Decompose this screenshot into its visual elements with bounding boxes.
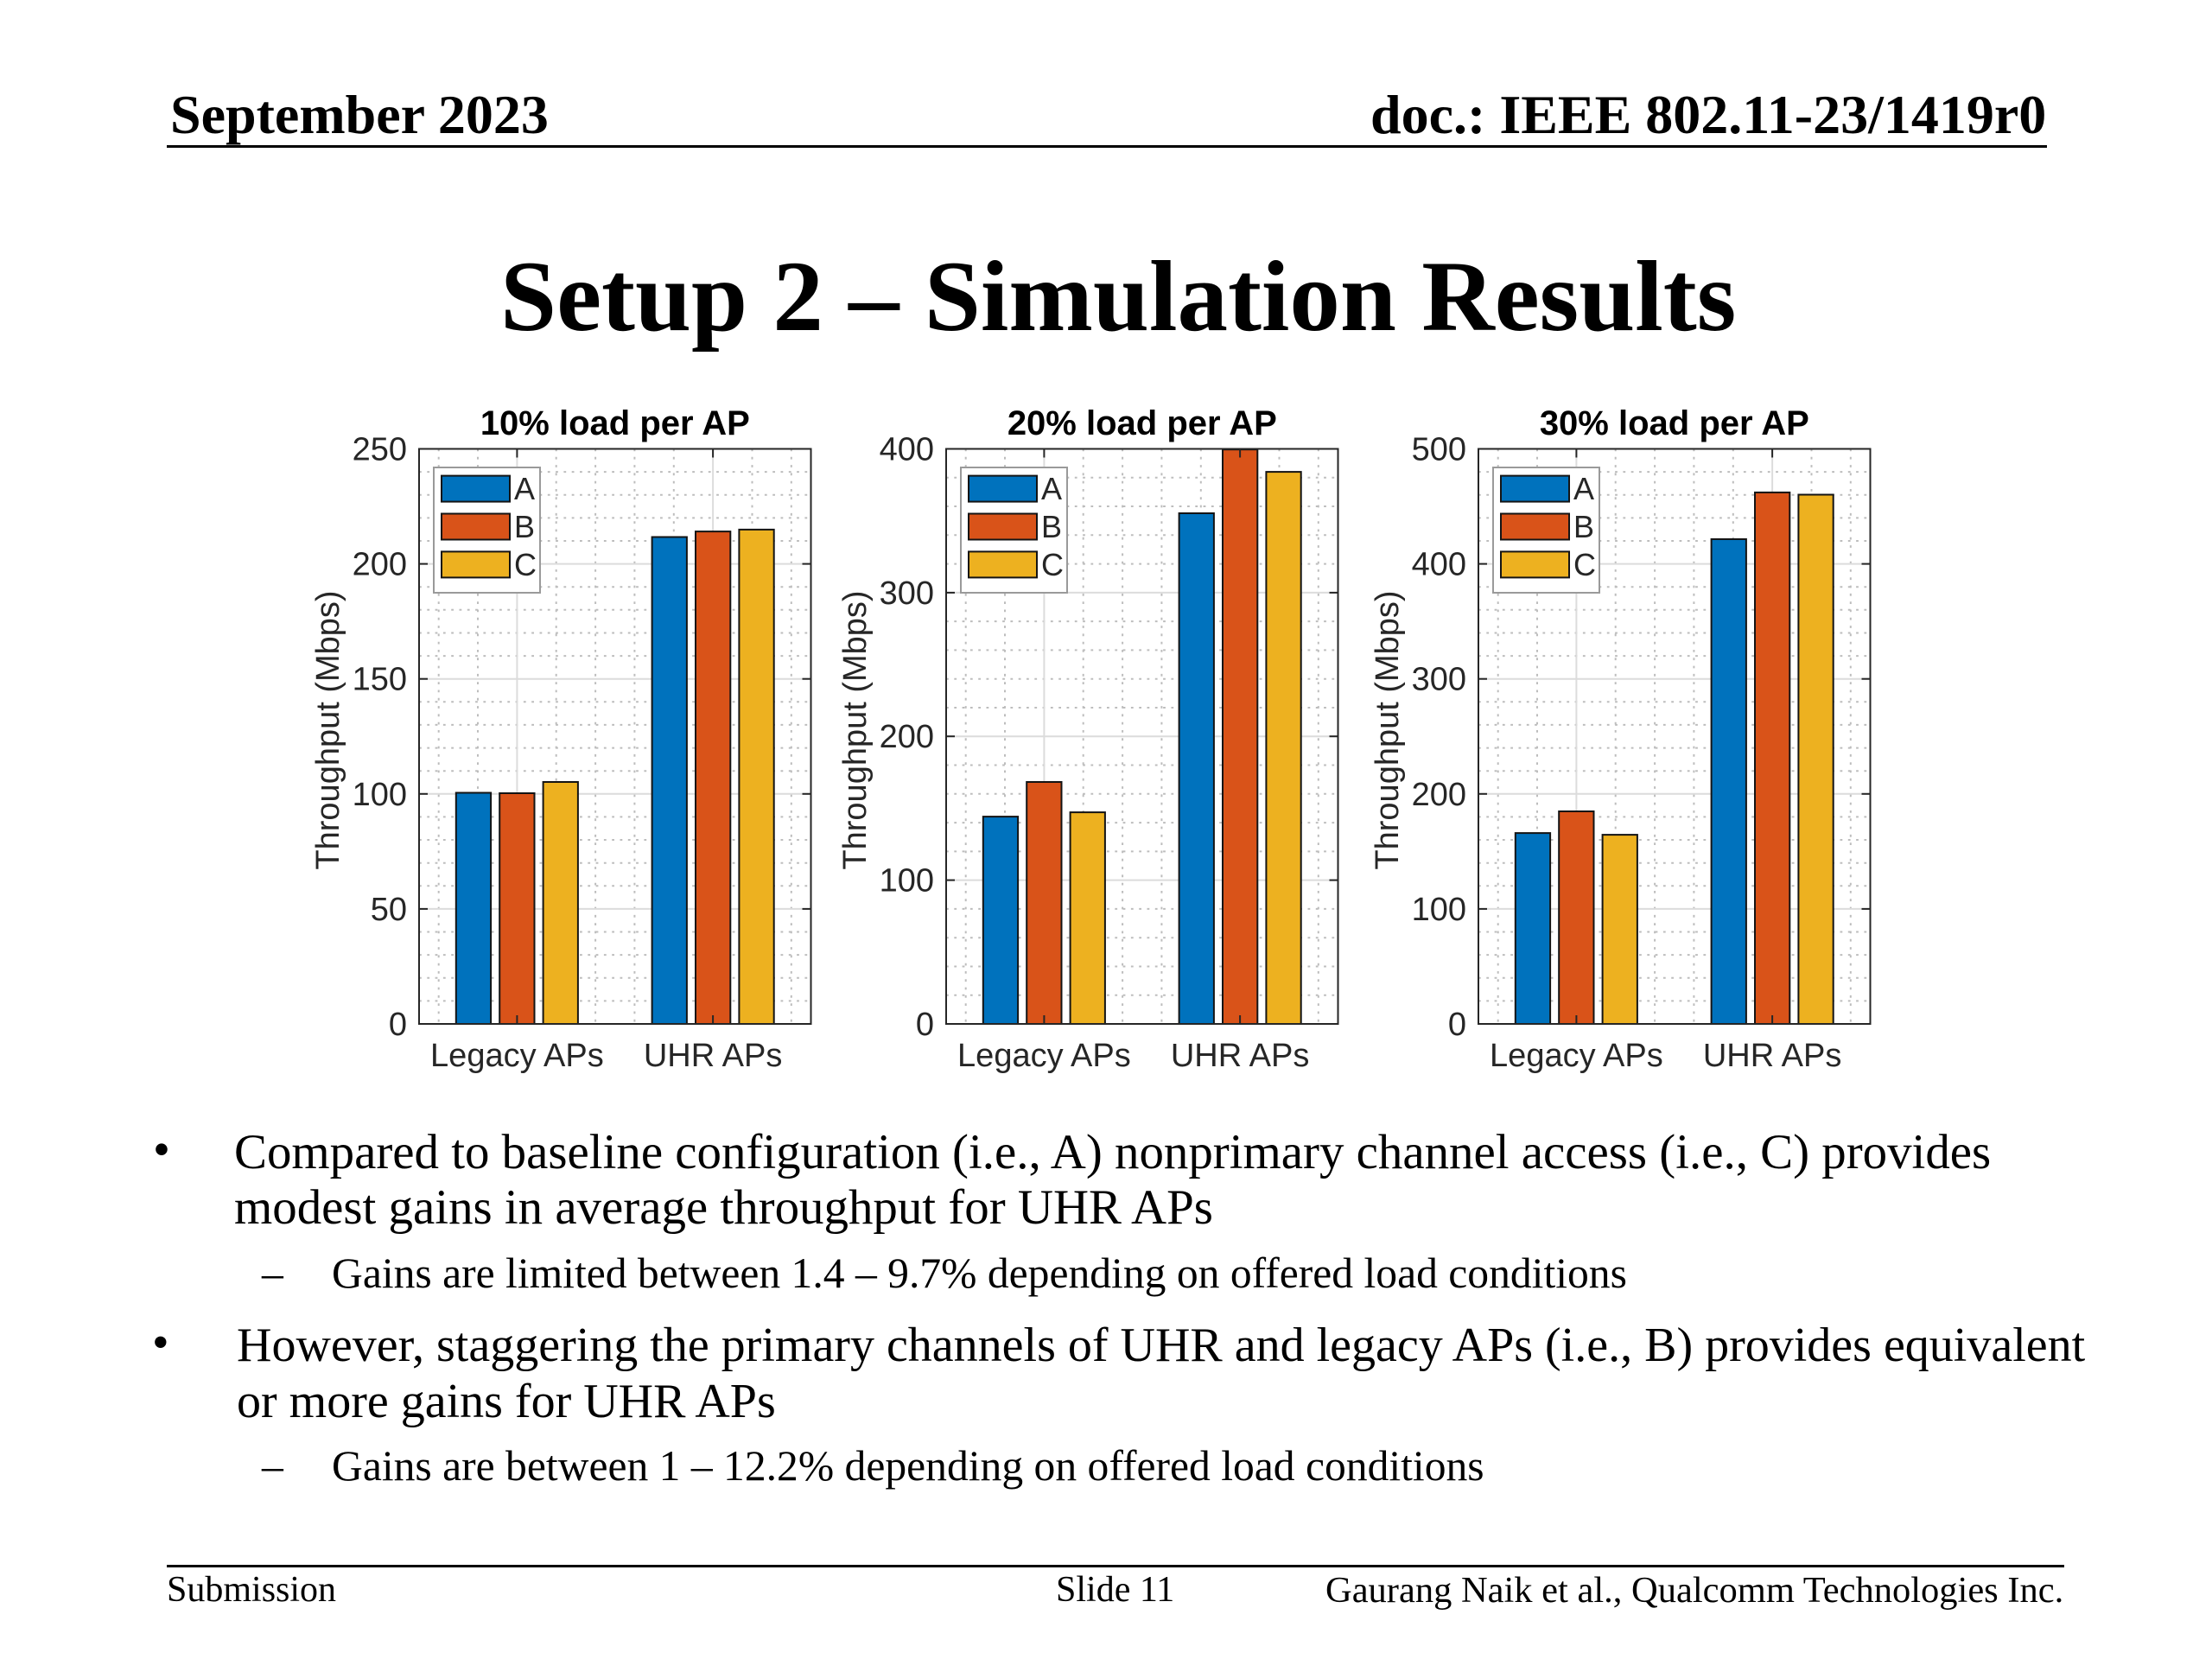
svg-text:A: A	[1573, 471, 1594, 506]
svg-text:C: C	[1573, 547, 1596, 582]
svg-text:C: C	[1041, 547, 1064, 582]
svg-text:B: B	[514, 509, 535, 544]
svg-text:100: 100	[1412, 892, 1466, 928]
svg-text:0: 0	[916, 1007, 934, 1043]
svg-text:B: B	[1573, 509, 1594, 544]
svg-text:200: 200	[353, 547, 407, 583]
svg-text:A: A	[1041, 471, 1062, 506]
svg-text:30% load per AP: 30% load per AP	[1540, 404, 1809, 442]
svg-text:300: 300	[880, 575, 934, 612]
svg-text:C: C	[514, 547, 537, 582]
svg-text:0: 0	[389, 1007, 407, 1043]
svg-text:10% load per AP: 10% load per AP	[480, 404, 750, 442]
svg-text:150: 150	[353, 662, 407, 698]
svg-text:100: 100	[880, 863, 934, 899]
svg-text:250: 250	[353, 432, 407, 468]
svg-text:400: 400	[880, 432, 934, 468]
svg-text:0: 0	[1448, 1007, 1466, 1043]
svg-text:200: 200	[880, 719, 934, 755]
svg-text:Throughput (Mbps): Throughput (Mbps)	[1370, 590, 1406, 869]
svg-text:B: B	[1041, 509, 1062, 544]
svg-text:Legacy APs: Legacy APs	[957, 1038, 1131, 1074]
svg-text:200: 200	[1412, 777, 1466, 813]
svg-text:20% load per AP: 20% load per AP	[1007, 404, 1277, 442]
svg-text:Legacy APs: Legacy APs	[1490, 1038, 1663, 1074]
svg-text:UHR APs: UHR APs	[644, 1038, 782, 1074]
svg-text:UHR APs: UHR APs	[1171, 1038, 1309, 1074]
svg-text:Throughput (Mbps): Throughput (Mbps)	[837, 590, 874, 869]
svg-text:UHR APs: UHR APs	[1703, 1038, 1841, 1074]
svg-text:500: 500	[1412, 432, 1466, 468]
svg-text:A: A	[514, 471, 535, 506]
svg-text:400: 400	[1412, 547, 1466, 583]
svg-text:300: 300	[1412, 662, 1466, 698]
svg-text:Throughput (Mbps): Throughput (Mbps)	[310, 590, 346, 869]
svg-text:50: 50	[371, 892, 407, 928]
svg-text:100: 100	[353, 777, 407, 813]
svg-text:Legacy APs: Legacy APs	[430, 1038, 604, 1074]
